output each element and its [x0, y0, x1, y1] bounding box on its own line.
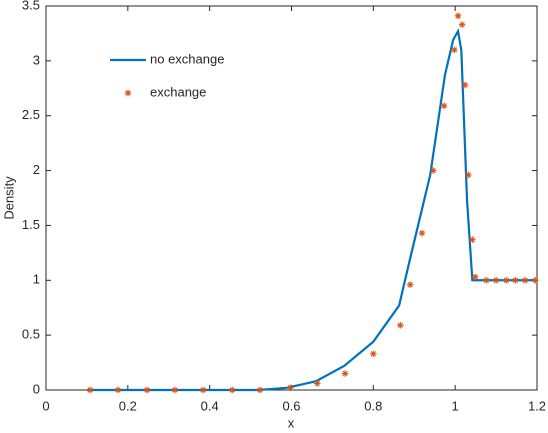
y-tick-label: 0	[33, 381, 40, 396]
x-tick-label: 0	[42, 398, 49, 413]
data-point	[503, 276, 510, 284]
data-point	[418, 229, 426, 237]
data-point	[228, 386, 236, 394]
marker-stroke	[483, 277, 489, 283]
data-point	[532, 276, 539, 284]
marker-stroke	[407, 281, 413, 288]
marker-stroke	[455, 13, 461, 19]
marker-stroke	[503, 277, 510, 283]
x-axis-label: x	[288, 415, 295, 430]
y-tick-label: 0.5	[22, 327, 40, 342]
data-point	[286, 384, 294, 392]
x-tick-label: 1	[452, 398, 459, 413]
data-point	[512, 276, 519, 284]
y-tick-label: 3.5	[22, 0, 40, 12]
marker-stroke	[462, 82, 468, 88]
y-tick-label: 2	[33, 162, 40, 177]
marker-stroke	[469, 236, 476, 243]
data-point	[451, 46, 458, 54]
data-line	[86, 27, 537, 392]
marker-stroke	[257, 387, 263, 393]
legend-label: exchange	[150, 84, 206, 99]
marker-stroke	[87, 387, 93, 393]
x-tick-label: 0.4	[201, 398, 219, 413]
marker-stroke	[115, 387, 121, 393]
marker-stroke	[144, 387, 150, 393]
data-point	[114, 386, 122, 394]
plot-area	[45, 5, 538, 391]
marker-stroke	[430, 167, 436, 174]
data-point	[440, 102, 448, 110]
marker-stroke	[459, 21, 465, 28]
data-point	[370, 350, 377, 358]
data-point	[492, 276, 500, 284]
data-point	[482, 276, 490, 284]
y-tick-label: 3	[33, 52, 40, 67]
data-point	[341, 370, 349, 377]
data-point	[256, 386, 264, 394]
x-tick-label: 0.2	[119, 398, 137, 413]
data-point	[313, 380, 321, 387]
data-point	[469, 236, 476, 243]
marker-stroke	[472, 274, 478, 280]
data-point	[171, 386, 179, 394]
marker-stroke	[125, 90, 131, 96]
x-tick-label: 0.6	[282, 398, 300, 413]
marker-stroke	[397, 322, 404, 328]
marker-stroke	[465, 172, 471, 178]
y-axis-label: Density	[1, 176, 16, 220]
x-tick-label: 0.8	[364, 398, 382, 413]
data-point	[429, 167, 437, 174]
marker-stroke	[200, 387, 206, 393]
marker-stroke	[370, 351, 377, 357]
y-tick-label: 1.5	[22, 217, 40, 232]
x-tick-label: 1.2	[528, 398, 546, 413]
marker-stroke	[419, 230, 425, 236]
data-point	[397, 321, 404, 329]
data-point	[471, 273, 479, 281]
marker-stroke	[532, 277, 539, 283]
data-point	[143, 386, 151, 394]
legend-label: no exchange	[150, 51, 224, 66]
data-point	[199, 386, 207, 394]
y-tick-label: 1	[33, 272, 40, 287]
marker-stroke	[493, 277, 499, 283]
marker-stroke	[522, 277, 528, 283]
data-point	[458, 21, 466, 28]
marker-stroke	[172, 387, 178, 393]
data-point	[461, 81, 469, 89]
data-point	[464, 171, 472, 179]
marker-stroke	[229, 387, 235, 393]
legend-swatch	[124, 89, 132, 97]
data-point	[86, 386, 94, 394]
data-point	[454, 12, 462, 20]
marker-stroke	[451, 47, 458, 53]
marker-stroke	[512, 277, 519, 283]
marker-stroke	[342, 370, 348, 377]
marker-stroke	[287, 385, 293, 391]
y-tick-label: 2.5	[22, 107, 40, 122]
data-point	[521, 276, 529, 284]
data-point	[406, 281, 414, 288]
marker-stroke	[441, 103, 447, 109]
marker-stroke	[314, 380, 320, 387]
